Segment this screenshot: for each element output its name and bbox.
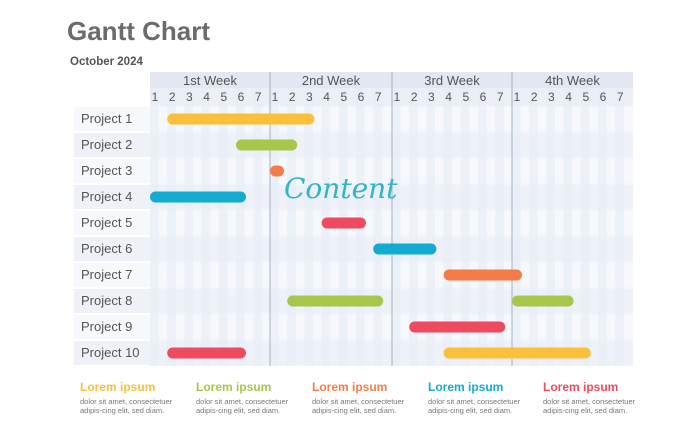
legend-note: Lorem ipsum dolor sit amet, consectetuer … [196, 380, 304, 415]
project-label: Project 1 [81, 111, 132, 126]
day-column-shade [236, 88, 245, 366]
legend-heading: Lorem ipsum [428, 380, 536, 394]
legend-heading: Lorem ipsum [80, 380, 188, 394]
day-column-shade [167, 88, 176, 366]
day-tick-label: 6 [238, 90, 245, 104]
task-bar [167, 114, 314, 125]
legend-text: dolor sit amet, consectetuer adipis-cing… [312, 397, 420, 415]
legend-note: Lorem ipsum dolor sit amet, consectetuer … [543, 380, 651, 415]
project-label: Project 9 [81, 319, 132, 334]
day-tick-label: 7 [617, 90, 624, 104]
day-tick-label: 6 [358, 90, 365, 104]
day-column-shade [219, 88, 228, 366]
project-label: Project 7 [81, 267, 132, 282]
day-tick-label: 5 [340, 90, 347, 104]
day-tick-label: 3 [428, 90, 435, 104]
day-tick-label: 7 [255, 90, 262, 104]
day-column-shade [184, 88, 193, 366]
week-label: 1st Week [183, 73, 237, 88]
day-tick-label: 5 [462, 90, 469, 104]
day-tick-label: 1 [152, 90, 159, 104]
day-column-shade [253, 88, 262, 366]
day-tick-label: 4 [203, 90, 210, 104]
legend-text: dolor sit amet, consectetuer adipis-cing… [196, 397, 304, 415]
legend-text: dolor sit amet, consectetuer adipis-cing… [80, 397, 188, 415]
project-label: Project 8 [81, 293, 132, 308]
day-tick-label: 3 [186, 90, 193, 104]
project-label: Project 2 [81, 137, 132, 152]
day-tick-label: 1 [394, 90, 401, 104]
day-column-shade [150, 88, 159, 366]
day-tick-label: 3 [306, 90, 313, 104]
day-column-shade [529, 88, 538, 366]
day-tick-label: 7 [497, 90, 504, 104]
day-column-shade [373, 88, 382, 366]
day-column-shade [287, 88, 296, 366]
day-column-shade [512, 88, 521, 366]
day-tick-label: 5 [220, 90, 227, 104]
task-bar [322, 218, 366, 229]
day-tick-label: 1 [272, 90, 279, 104]
legend-note: Lorem ipsum dolor sit amet, consectetuer … [80, 380, 188, 415]
day-tick-label: 2 [289, 90, 296, 104]
project-labels: Project 1 Project 2 Project 3 Project 4 Proj… [81, 111, 140, 360]
day-column-shade [581, 88, 590, 366]
day-column-shade [304, 88, 313, 366]
day-tick-label: 2 [411, 90, 418, 104]
day-column-shade [270, 88, 279, 366]
day-tick-label: 4 [445, 90, 452, 104]
day-tick-label: 2 [531, 90, 538, 104]
day-tick-label: 3 [548, 90, 555, 104]
day-tick-label: 5 [582, 90, 589, 104]
legend-note: Lorem ipsum dolor sit amet, consectetuer … [428, 380, 536, 415]
day-column-shade [392, 88, 401, 366]
task-bar [444, 270, 522, 281]
day-tick-label: 6 [600, 90, 607, 104]
project-label: Project 10 [81, 345, 140, 360]
task-bar [444, 348, 591, 359]
legend-heading: Lorem ipsum [196, 380, 304, 394]
day-tick-label: 4 [323, 90, 330, 104]
legend-heading: Lorem ipsum [312, 380, 420, 394]
task-bar [512, 296, 574, 307]
project-label: Project 6 [81, 241, 132, 256]
day-tick-label: 4 [565, 90, 572, 104]
day-tick-label: 2 [169, 90, 176, 104]
project-label: Project 4 [81, 189, 132, 204]
day-column-shade [615, 88, 624, 366]
day-tick-label: 1 [514, 90, 521, 104]
week-label: 2nd Week [302, 73, 361, 88]
day-column-shade [598, 88, 607, 366]
task-bar [373, 244, 436, 255]
day-column-shade [546, 88, 555, 366]
task-bar [167, 348, 246, 359]
legend-text: dolor sit amet, consectetuer adipis-cing… [428, 397, 536, 415]
day-tick-label: 6 [480, 90, 487, 104]
legend-heading: Lorem ipsum [543, 380, 651, 394]
task-bar [150, 192, 246, 203]
task-bar [287, 296, 383, 307]
day-tick-label: 7 [375, 90, 382, 104]
legend-text: dolor sit amet, consectetuer adipis-cing… [543, 397, 651, 415]
day-column-shade [564, 88, 573, 366]
week-label: 4th Week [545, 73, 600, 88]
task-bar [236, 140, 297, 151]
project-label: Project 3 [81, 163, 132, 178]
content-annotation: Content [284, 172, 398, 205]
week-label: 3rd Week [424, 73, 480, 88]
task-bar [409, 322, 505, 333]
legend-note: Lorem ipsum dolor sit amet, consectetuer … [312, 380, 420, 415]
project-label: Project 5 [81, 215, 132, 230]
task-bar [270, 166, 284, 177]
day-column-shade [202, 88, 211, 366]
